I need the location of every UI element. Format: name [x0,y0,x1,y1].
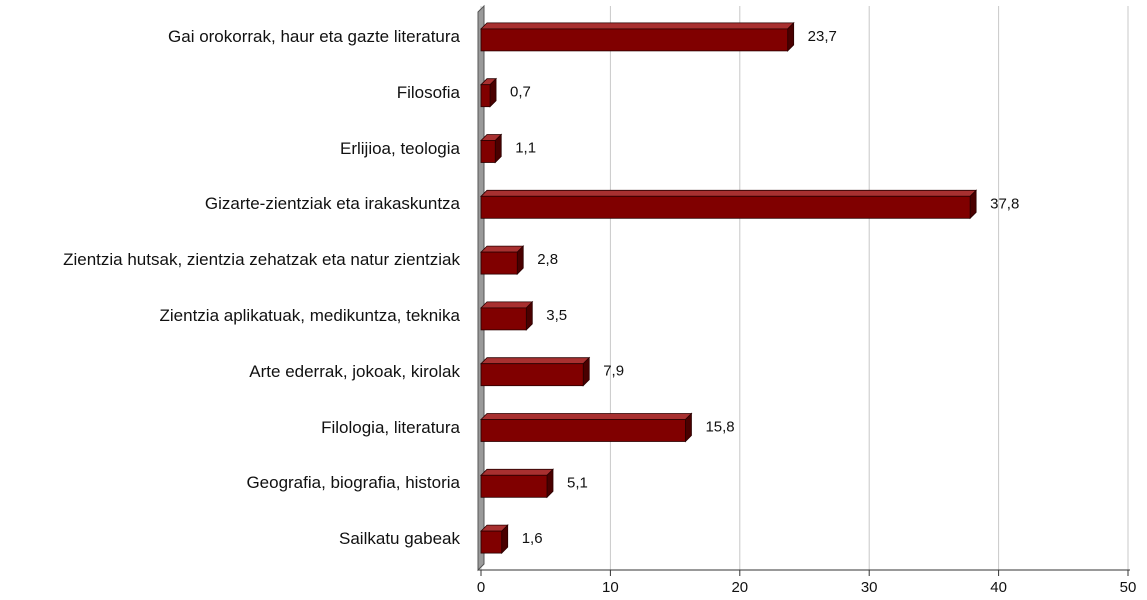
bar-top [480,301,534,309]
bar-top [480,189,978,197]
bar [480,524,509,555]
y-tick-label: Erlijioa, teologia [339,138,460,158]
y-tick-label: Geografia, biografia, historia [246,473,460,493]
bar [480,300,534,331]
y-tick-label: Gai orokorrak, haur eta gazte literatura [168,26,460,46]
bar-front [480,251,518,275]
bar [480,245,525,276]
data-label: 2,8 [537,251,558,268]
data-label: 1,6 [522,530,543,547]
data-label: 37,8 [990,195,1019,212]
bar [480,412,693,443]
y-tick-label: Gizarte-zientziak eta irakaskuntza [204,194,460,214]
bar-top [480,22,795,30]
x-tick-label: 40 [990,579,1007,596]
bar-top [480,468,554,476]
bar-top [480,357,591,365]
y-tick-label: Filosofia [396,82,460,102]
data-label: 3,5 [546,307,567,324]
x-tick-label: 50 [1120,579,1137,596]
bar [480,77,498,108]
bar [480,133,503,164]
bar-front [480,419,686,442]
bar-top [480,413,693,420]
y-tick-label: Sailkatu gabeak [339,529,460,549]
bar [480,356,591,387]
data-label: 5,1 [567,474,588,491]
data-label: 7,9 [603,363,624,380]
x-tick-label: 30 [861,579,878,596]
data-label: 23,7 [808,28,837,45]
bar-front [480,474,548,498]
data-label: 15,8 [705,418,734,435]
bar [480,189,978,220]
x-tick-label: 20 [731,579,748,596]
bar [480,468,554,499]
bar-front [480,140,496,163]
bar-front [480,84,491,108]
y-tick-label: Arte ederrak, jokoak, kirolak [249,361,460,381]
bar-front [480,530,503,554]
bar [480,21,795,52]
bar-front [480,195,971,219]
data-label: 1,1 [515,139,536,156]
x-tick-label: 0 [477,579,485,596]
y-tick-label: Filologia, literatura [321,417,460,437]
y-tick-label: Zientzia aplikatuak, medikuntza, teknika [159,305,461,325]
bar-top [480,245,525,253]
bar-front [480,28,789,52]
bar-front [480,363,584,387]
y-tick-label: Zientzia hutsak, zientzia zehatzak eta n… [63,250,460,270]
data-label: 0,7 [510,84,531,101]
x-tick-label: 10 [602,579,619,596]
bar-front [480,307,527,331]
